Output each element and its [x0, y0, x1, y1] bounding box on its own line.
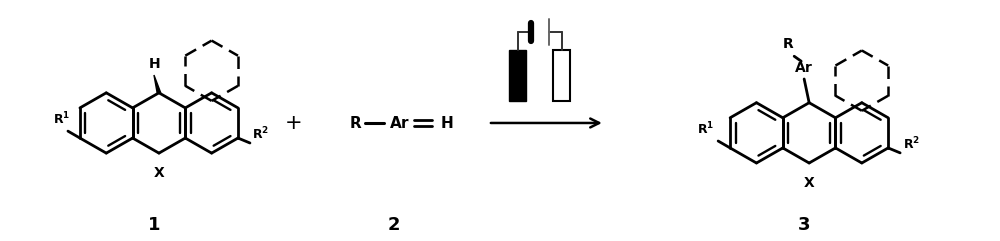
Text: $\mathbf{X}$: $\mathbf{X}$	[153, 166, 165, 180]
Text: $\mathbf{Ar}$: $\mathbf{Ar}$	[794, 61, 814, 75]
Text: $\mathbf{R}$: $\mathbf{R}$	[349, 115, 362, 131]
Text: 3: 3	[798, 216, 810, 234]
Text: $\mathbf{R^1}$: $\mathbf{R^1}$	[53, 111, 70, 127]
Text: $\mathbf{H}$: $\mathbf{H}$	[440, 115, 454, 131]
Text: $\mathbf{R^2}$: $\mathbf{R^2}$	[903, 135, 920, 152]
Bar	[509, 50, 526, 101]
Text: $\mathbf{R^1}$: $\mathbf{R^1}$	[697, 120, 714, 137]
Text: $+$: $+$	[284, 113, 301, 133]
Bar	[553, 50, 570, 101]
Text: $\mathbf{X}$: $\mathbf{X}$	[803, 176, 815, 190]
Text: 2: 2	[388, 216, 401, 234]
Text: $\mathbf{H}$: $\mathbf{H}$	[148, 57, 160, 71]
Text: $\mathbf{Ar}$: $\mathbf{Ar}$	[389, 115, 410, 131]
Text: $\mathbf{R}$: $\mathbf{R}$	[782, 37, 794, 51]
Text: $\mathbf{R^2}$: $\mathbf{R^2}$	[252, 126, 270, 142]
Text: 1: 1	[148, 216, 160, 234]
Polygon shape	[154, 75, 161, 93]
